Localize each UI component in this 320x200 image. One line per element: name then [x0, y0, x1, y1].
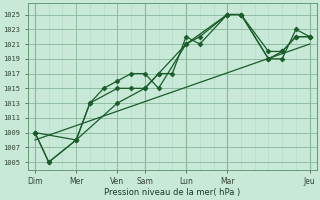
X-axis label: Pression niveau de la mer( hPa ): Pression niveau de la mer( hPa ) — [104, 188, 240, 197]
